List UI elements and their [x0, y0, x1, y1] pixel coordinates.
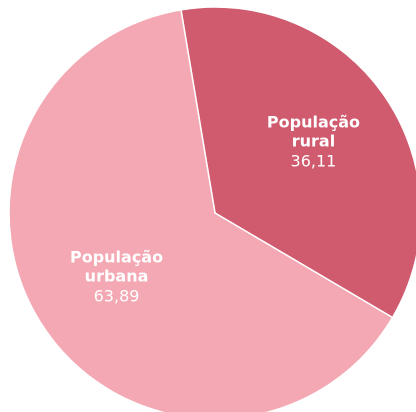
slice-label-line: rural	[292, 131, 335, 150]
pie-slice	[8, 8, 394, 412]
slice-label: População rural	[267, 112, 360, 150]
slice-label-line: População	[70, 248, 163, 267]
slice-label: População urbana	[70, 248, 163, 286]
slice-value: 36,11	[291, 151, 337, 170]
slice-label-line: urbana	[85, 267, 149, 286]
slice-label-line: População	[267, 112, 360, 131]
slice-value: 63,89	[94, 287, 140, 306]
